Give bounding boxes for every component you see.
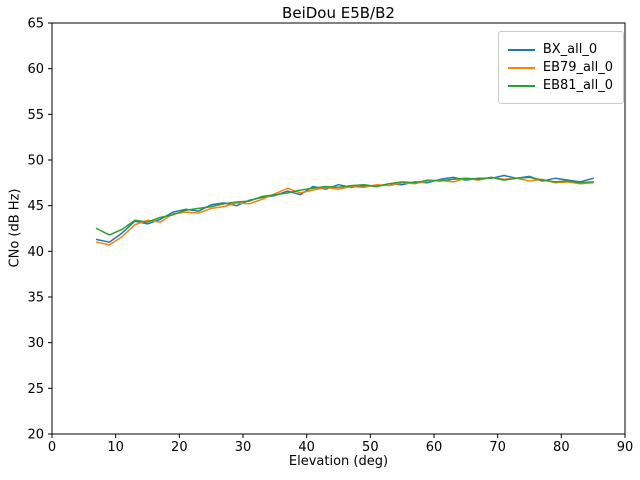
y-tick-label: 50: [27, 154, 44, 169]
x-tick-label: 70: [489, 440, 506, 455]
x-axis-label: Elevation (deg): [288, 454, 389, 469]
legend-item: EB81_all_0: [507, 78, 613, 93]
x-tick-label: 0: [48, 440, 56, 455]
axes-frame: [51, 22, 626, 435]
y-tick-label: 35: [27, 291, 44, 306]
legend-item: BX_all_0: [507, 42, 613, 57]
y-tick-label: 65: [27, 17, 44, 32]
y-tick-label: 40: [27, 245, 44, 260]
chart-title: BeiDou E5B/B2: [282, 4, 395, 22]
series-line-BX_all_0: [95, 174, 594, 243]
legend-label: EB79_all_0: [542, 60, 613, 75]
x-tick-label: 30: [235, 440, 252, 455]
y-tick-label: 25: [27, 382, 44, 397]
legend-line-swatch: [507, 48, 535, 51]
x-tick-label: 90: [617, 440, 634, 455]
series-line-EB79_all_0: [95, 176, 594, 246]
x-tick-label: 20: [171, 440, 188, 455]
legend-label: EB81_all_0: [542, 78, 613, 93]
y-tick-label: 30: [27, 336, 44, 351]
legend-label: BX_all_0: [542, 42, 598, 57]
x-tick-label: 50: [362, 440, 379, 455]
x-tick-label: 10: [107, 440, 124, 455]
y-tick-label: 60: [27, 62, 44, 77]
y-axis-label: CNo (dB Hz): [7, 188, 23, 268]
legend-item: EB79_all_0: [507, 60, 613, 75]
legend: BX_all_0 EB79_all_0 EB81_all_0: [497, 31, 624, 104]
series-line-EB81_all_0: [95, 176, 594, 236]
x-tick-label: 60: [426, 440, 443, 455]
y-tick-label: 45: [27, 199, 44, 214]
legend-line-swatch: [507, 66, 535, 69]
x-tick-label: 80: [553, 440, 570, 455]
y-tick-label: 20: [27, 428, 44, 443]
y-tick-label: 55: [27, 108, 44, 123]
x-tick-label: 40: [298, 440, 315, 455]
legend-line-swatch: [507, 84, 535, 87]
